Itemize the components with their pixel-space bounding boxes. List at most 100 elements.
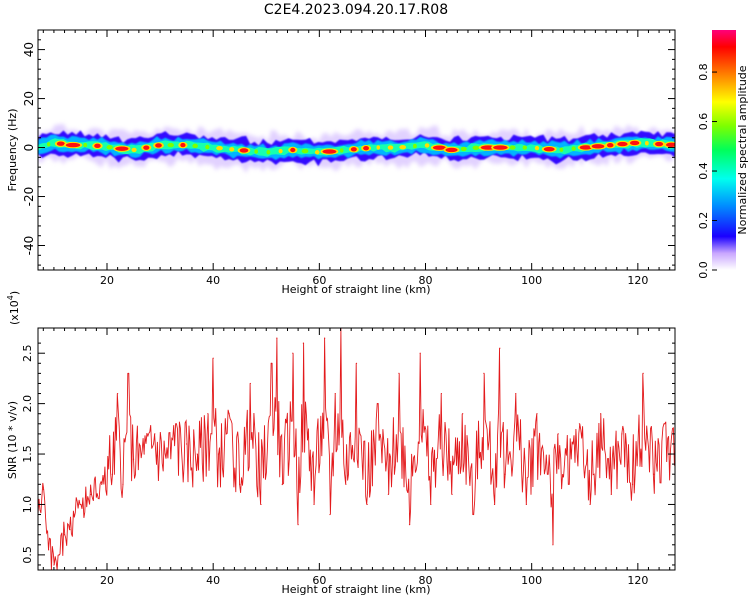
snr-data-point [334,392,336,395]
spectrogram-panel: 20 40 60 80 100 120 -40 -20 0 20 40 Height of str… [6,29,676,296]
snr-data-point [175,423,177,425]
heatmap-hotspot [46,142,51,147]
spectrogram-y-axis: -40 -20 0 20 40 [22,39,675,266]
colorbar-tick-label: 0.8 [697,63,710,81]
heatmap-hotspot [606,143,614,148]
snr-data-point [377,403,379,405]
heatmap-hotspot [56,141,65,146]
snr-data-point [589,503,591,506]
heatmap-hotspot [387,145,394,150]
y-tick-label: 2.5 [21,344,34,362]
heatmap-hotspot [94,143,101,149]
snr-plot-area [38,328,675,570]
snr-frame [37,327,676,571]
snr-data-point [48,549,50,551]
snr-data-point [525,503,527,506]
heatmap-hotspot [559,147,564,152]
x-tick-label: 20 [100,574,114,587]
snr-data-point [132,458,135,460]
heatmap-hotspot [155,143,162,148]
y-tick-label: 1.5 [21,445,34,463]
snr-data-point [276,337,278,339]
snr-data-point [207,413,209,415]
x-tick-label: 100 [521,274,542,287]
heatmap-hotspot [205,144,210,150]
heatmap-hotspot [666,142,675,148]
snr-data-point [69,529,71,531]
x-tick-label: 20 [100,274,114,287]
y-tick-label: -40 [22,236,36,256]
heatmap-hotspot [350,147,357,152]
snr-data-point [297,524,299,526]
snr-data-point [58,554,60,556]
snr-data-point [552,544,554,546]
heatmap-hotspot [322,149,337,154]
snr-exponent-close: ) [8,291,21,295]
heatmap-hotspot [644,141,649,146]
snr-data-point [610,493,612,495]
snr-data-point [440,392,443,395]
colorbar-label: Normalized spectral amplitude [736,65,749,234]
colorbar-tick-label: 0.6 [697,113,710,130]
heatmap-hotspot [192,143,198,149]
snr-data-point [366,503,368,506]
snr-data-point [451,493,453,495]
y-tick-label: 0.5 [21,546,34,564]
snr-data-point [462,413,464,415]
snr-data-point [228,413,230,415]
snr-data-point [493,503,496,506]
snr-data-point [143,453,145,455]
snr-data-point [408,524,411,526]
snr-panel: 20 40 60 80 100 120 0.5 1.0 1.5 2.0 2.5 Height of… [6,291,676,596]
heatmap-hotspot [534,145,540,151]
snr-data-point [663,423,665,425]
heatmap-hotspot [412,143,417,149]
heatmap-hotspot [229,147,235,152]
heatmap-hotspot [239,148,249,153]
snr-data-point [42,488,44,490]
heatmap-hotspot [493,145,508,150]
snr-data-point [536,413,538,415]
heatmap-hotspot [445,147,458,153]
spectrogram-frame [37,29,676,271]
snr-data-point [186,443,188,445]
snr-data-point [217,453,220,455]
spectrogram-x-axis: 20 40 60 80 100 120 [42,30,671,287]
heatmap-hotspot [131,147,137,153]
x-tick-label: 120 [627,274,648,287]
heatmap-hotspot [301,148,309,154]
snr-data-point [642,372,644,374]
heatmap-hotspot [509,145,516,150]
colorbar-tick-label: 0.2 [697,212,710,230]
heatmap-hotspot [339,148,344,153]
snr-exponent-power: 4 [6,295,15,300]
snr-data-point [483,372,485,374]
snr-data-point [472,513,474,516]
snr-data-point [631,483,634,485]
snr-y-axis: 0.5 1.0 1.5 2.0 2.5 [21,342,675,566]
y-tick-label: 1.0 [21,496,34,514]
snr-data-point [578,423,581,425]
snr-data-point [504,473,506,475]
snr-data-point [270,362,273,364]
x-tick-label: 80 [419,574,433,587]
snr-data-point [260,503,262,506]
x-tick-label: 80 [419,274,433,287]
heatmap-hotspot [314,150,320,155]
snr-data-point [515,392,517,395]
snr-data-point [387,493,389,495]
snr-data-point [164,453,166,455]
colorbar-ticks: 0.0 0.2 0.4 0.6 0.8 [697,63,717,279]
heatmap-hotspot [655,141,664,147]
x-tick-label: 120 [627,574,648,587]
x-tick-label: 40 [206,574,220,587]
snr-data-point [568,483,570,485]
y-tick-label: 0 [22,144,36,152]
heatmap-hotspot [579,145,592,150]
snr-data-point [313,503,315,506]
heatmap-hotspot [617,141,628,147]
snr-data-point [398,372,400,374]
snr-data-point [154,433,156,435]
